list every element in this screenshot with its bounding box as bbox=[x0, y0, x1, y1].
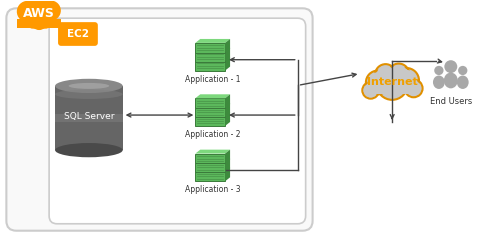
FancyBboxPatch shape bbox=[58, 22, 98, 46]
Polygon shape bbox=[225, 159, 230, 172]
FancyBboxPatch shape bbox=[195, 154, 225, 163]
Ellipse shape bbox=[55, 90, 123, 99]
Polygon shape bbox=[225, 48, 230, 62]
Circle shape bbox=[368, 72, 388, 93]
Text: Internet: Internet bbox=[367, 78, 417, 87]
Ellipse shape bbox=[69, 83, 109, 89]
Bar bbox=[55, 86, 123, 150]
Circle shape bbox=[379, 71, 405, 97]
FancyBboxPatch shape bbox=[195, 98, 225, 108]
Ellipse shape bbox=[433, 76, 445, 89]
Ellipse shape bbox=[55, 143, 123, 157]
Polygon shape bbox=[195, 159, 230, 162]
Text: EC2: EC2 bbox=[67, 29, 89, 39]
FancyBboxPatch shape bbox=[6, 8, 313, 231]
Circle shape bbox=[444, 60, 457, 73]
Bar bbox=[370, 78, 414, 94]
Circle shape bbox=[375, 64, 396, 85]
FancyBboxPatch shape bbox=[195, 171, 225, 181]
Text: Application - 1: Application - 1 bbox=[186, 75, 241, 84]
Circle shape bbox=[388, 64, 409, 84]
Circle shape bbox=[376, 69, 408, 100]
Circle shape bbox=[24, 10, 43, 29]
Polygon shape bbox=[225, 57, 230, 71]
Circle shape bbox=[405, 79, 423, 97]
Circle shape bbox=[36, 10, 55, 29]
Circle shape bbox=[40, 0, 61, 21]
Polygon shape bbox=[195, 112, 230, 116]
Ellipse shape bbox=[55, 79, 123, 93]
Bar bbox=[370, 78, 414, 94]
Text: Application - 2: Application - 2 bbox=[186, 130, 241, 139]
FancyBboxPatch shape bbox=[195, 116, 225, 126]
FancyBboxPatch shape bbox=[195, 61, 225, 71]
FancyBboxPatch shape bbox=[195, 107, 225, 117]
Polygon shape bbox=[225, 103, 230, 117]
Text: SQL Server: SQL Server bbox=[64, 112, 114, 120]
Ellipse shape bbox=[444, 72, 458, 88]
Polygon shape bbox=[225, 39, 230, 53]
FancyBboxPatch shape bbox=[195, 52, 225, 62]
Polygon shape bbox=[225, 150, 230, 163]
Polygon shape bbox=[195, 48, 230, 52]
Circle shape bbox=[390, 65, 408, 83]
Circle shape bbox=[25, 0, 54, 22]
Text: AWS: AWS bbox=[23, 7, 55, 20]
Text: End Users: End Users bbox=[430, 97, 472, 106]
Polygon shape bbox=[195, 39, 230, 43]
Circle shape bbox=[377, 66, 394, 83]
Polygon shape bbox=[225, 168, 230, 181]
Circle shape bbox=[394, 68, 419, 93]
Circle shape bbox=[458, 66, 468, 75]
Bar bbox=[55, 114, 123, 122]
Bar bbox=[17, 19, 61, 28]
Polygon shape bbox=[195, 57, 230, 61]
Polygon shape bbox=[225, 112, 230, 126]
Circle shape bbox=[364, 83, 378, 97]
Circle shape bbox=[17, 1, 38, 22]
FancyBboxPatch shape bbox=[195, 43, 225, 53]
FancyBboxPatch shape bbox=[49, 18, 306, 224]
Polygon shape bbox=[195, 150, 230, 154]
Circle shape bbox=[396, 70, 417, 91]
FancyBboxPatch shape bbox=[195, 162, 225, 172]
Polygon shape bbox=[195, 168, 230, 171]
Circle shape bbox=[31, 13, 48, 30]
Polygon shape bbox=[225, 94, 230, 108]
Text: Application - 3: Application - 3 bbox=[186, 185, 241, 194]
Circle shape bbox=[406, 81, 421, 96]
Circle shape bbox=[434, 66, 444, 75]
Polygon shape bbox=[195, 94, 230, 98]
Circle shape bbox=[366, 71, 390, 94]
Polygon shape bbox=[195, 103, 230, 107]
Circle shape bbox=[362, 82, 379, 99]
Ellipse shape bbox=[457, 76, 468, 89]
